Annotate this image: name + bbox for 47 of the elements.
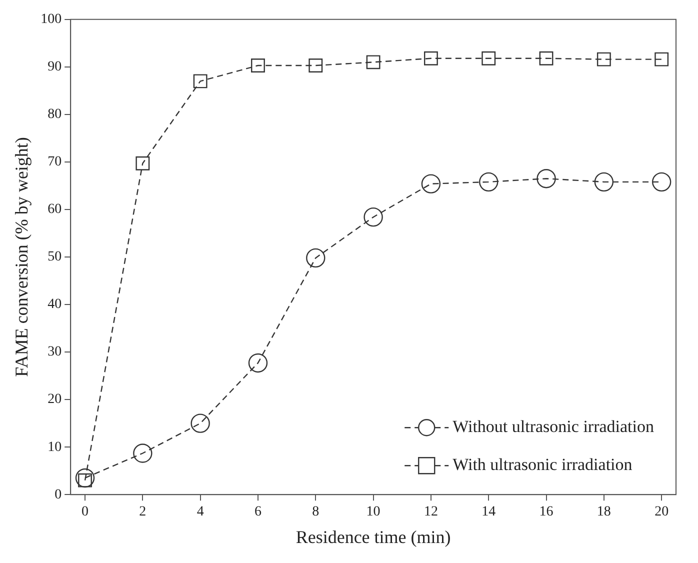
point	[136, 156, 150, 170]
x-tick-label: 10	[366, 504, 380, 520]
x-tick-label: 20	[654, 504, 669, 520]
point	[596, 52, 611, 66]
point	[364, 207, 383, 227]
x-tick-label: 2	[139, 504, 146, 520]
y-tick-label: 60	[48, 202, 62, 218]
point	[366, 55, 380, 70]
y-axis-title: FAME conversion (% by weight)	[12, 137, 32, 377]
x-tick-label: 0	[82, 504, 89, 520]
x-axis-title: Residence time (min)	[296, 526, 451, 547]
y-tick-label: 50	[48, 250, 62, 265]
point	[424, 51, 438, 66]
point	[539, 51, 554, 66]
x-tick-label: 8	[312, 504, 320, 520]
x-tick-label: 18	[596, 504, 611, 520]
point	[482, 51, 496, 66]
y-tick-label: 80	[48, 107, 62, 122]
y-tick-label: 40	[48, 297, 62, 312]
x-tick-label: 6	[254, 504, 262, 520]
point	[306, 248, 326, 268]
point	[479, 172, 498, 192]
point	[193, 74, 208, 88]
point	[652, 172, 672, 192]
point	[75, 468, 95, 488]
point	[421, 174, 441, 194]
x-tick-label: 4	[196, 504, 204, 520]
y-tick-label: 30	[48, 344, 62, 360]
x-tick-label: 12	[424, 504, 438, 520]
point	[248, 353, 268, 373]
point	[133, 444, 152, 463]
legend-label: Without ultrasonic irradiation	[452, 417, 654, 436]
point	[308, 58, 323, 72]
y-tick-label: 0	[54, 487, 62, 502]
point	[251, 58, 265, 72]
legend-label: With ultrasonic irradiation	[452, 455, 633, 474]
point	[594, 172, 614, 192]
x-tick-label: 14	[482, 504, 496, 520]
point	[654, 52, 669, 66]
y-tick-label: 90	[48, 60, 62, 75]
y-tick-label: 100	[40, 12, 62, 28]
point	[190, 414, 210, 433]
y-tick-label: 70	[48, 154, 62, 170]
point	[536, 168, 556, 188]
x-tick-label: 16	[539, 504, 554, 520]
y-tick-label: 10	[48, 440, 62, 455]
y-tick-label: 20	[48, 392, 62, 408]
